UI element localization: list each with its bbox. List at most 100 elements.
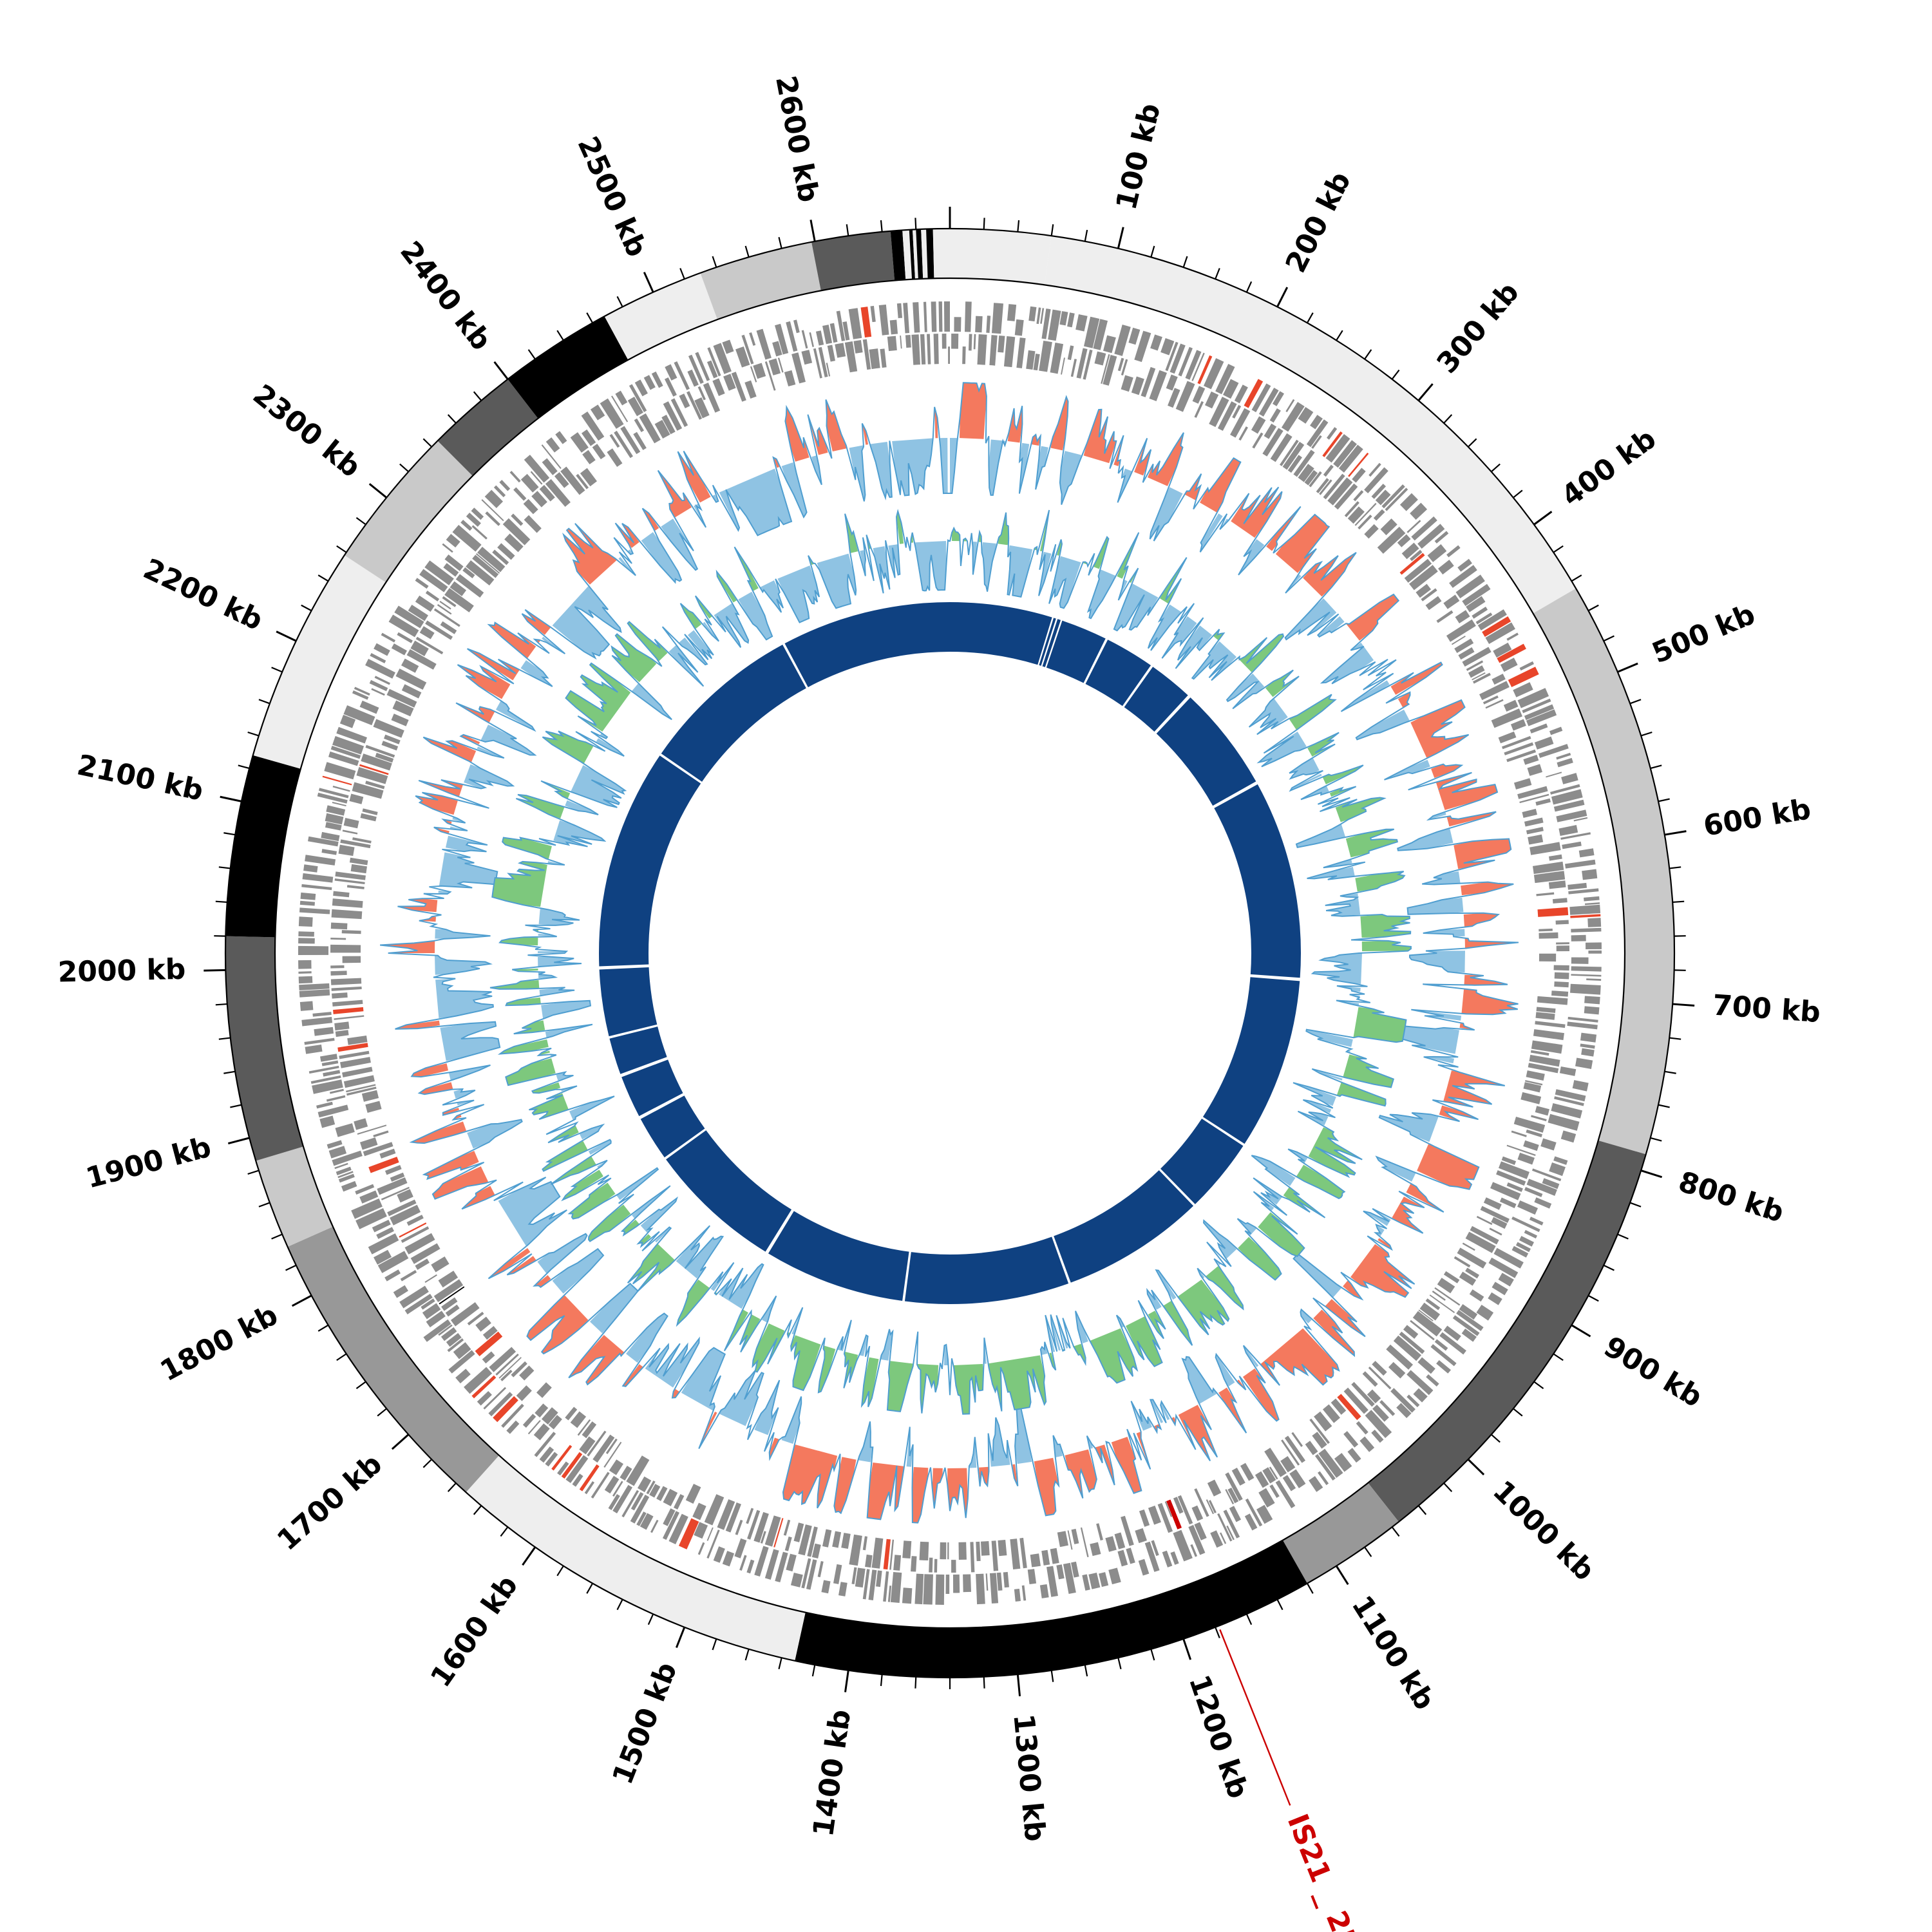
ruler-segment [811, 231, 895, 291]
cds-feature [365, 1101, 382, 1113]
cds-feature [1040, 308, 1045, 324]
cds-feature [935, 1574, 945, 1605]
histogram-positive [1218, 1387, 1247, 1434]
cds-feature [534, 1432, 556, 1457]
histogram-negative [580, 1124, 603, 1140]
cds-feature [1390, 1388, 1416, 1413]
axis-major-tick [204, 969, 226, 972]
cds-feature [1559, 1066, 1577, 1076]
cds-feature [497, 543, 515, 560]
cds-feature [341, 930, 361, 934]
cds-feature [1528, 834, 1544, 845]
backbone-block [1054, 1170, 1194, 1283]
cds-feature [332, 1150, 363, 1166]
cds-feature [1477, 609, 1507, 630]
histogram-negative [687, 630, 714, 660]
histogram-positive [412, 1063, 449, 1077]
cds-feature [471, 507, 484, 520]
axis-minor-tick [556, 1565, 564, 1577]
cds-feature [333, 891, 350, 898]
cds-feature [406, 1215, 424, 1226]
cds-feature [750, 366, 757, 383]
cds-feature [609, 1459, 623, 1475]
backbone-block [661, 644, 806, 782]
cds-feature [1535, 798, 1551, 806]
histogram-positive [419, 779, 463, 797]
axis-minor-tick [230, 1104, 242, 1108]
cds-feature [965, 301, 972, 332]
cds-feature [561, 1452, 583, 1479]
cds-feature [433, 1279, 464, 1303]
axis-minor-tick [422, 438, 432, 448]
cds-feature [1454, 638, 1474, 653]
axis-major-tick [810, 220, 816, 242]
cds-feature [1225, 1472, 1243, 1501]
cds-feature [393, 1285, 408, 1298]
axis-minor-tick [712, 256, 717, 268]
cds-feature [948, 346, 950, 364]
histogram-negative [870, 441, 892, 498]
histogram-positive [395, 1020, 440, 1029]
cds-feature [342, 1066, 373, 1077]
cds-feature [1264, 423, 1277, 439]
cds-feature [1588, 950, 1602, 954]
cds-feature [1476, 1216, 1493, 1226]
cds-feature [1134, 330, 1151, 363]
cds-feature [410, 1243, 440, 1264]
cds-feature [860, 307, 872, 338]
cds-feature [851, 1567, 857, 1585]
cds-feature [317, 1104, 349, 1118]
axis-tick-label: 2500 kb [571, 132, 654, 262]
cds-feature [361, 753, 392, 771]
cds-feature [1148, 1505, 1161, 1525]
cds-feature [713, 343, 732, 374]
cds-feature [365, 659, 395, 679]
histogram-positive [1260, 1328, 1340, 1386]
cds-feature [694, 397, 710, 419]
cds-feature [1114, 325, 1131, 356]
axis-ticks [204, 207, 1695, 1697]
backbone-block [1046, 620, 1106, 683]
cds-feature [630, 1495, 650, 1524]
cds-feature [1388, 1361, 1406, 1379]
cds-feature [1469, 1289, 1484, 1302]
cds-feature [630, 1492, 644, 1511]
cds-feature [1338, 444, 1363, 473]
axis-tick-label: 2100 kb [74, 748, 206, 807]
cds-feature [1269, 1466, 1278, 1480]
histogram-positive [1095, 1444, 1115, 1486]
cds-feature [370, 653, 386, 664]
cds-feature [695, 352, 710, 381]
histogram-positive [916, 1363, 938, 1414]
cds-feature [1255, 1471, 1269, 1488]
histogram-negative [498, 1177, 567, 1246]
cds-feature [793, 1522, 804, 1542]
ruler-segment [890, 230, 906, 281]
ruler-segment [926, 229, 934, 279]
cds-feature [663, 401, 683, 431]
cds-feature [862, 1536, 867, 1551]
cds-feature [1157, 1502, 1173, 1533]
cds-feature [1492, 1282, 1508, 1296]
cds-feature [612, 1481, 623, 1497]
cds-feature [384, 1165, 402, 1175]
ruler-segment [1368, 1140, 1646, 1522]
cds-feature [1553, 1156, 1568, 1165]
cds-feature [439, 600, 451, 610]
cds-feature [1026, 350, 1036, 370]
cds-feature [862, 1569, 870, 1600]
cds-feature [1262, 428, 1283, 457]
cds-feature [1164, 1501, 1173, 1517]
axis-minor-tick [1391, 369, 1400, 380]
cds-feature [581, 411, 605, 441]
cds-feature [441, 1297, 458, 1311]
backbone-block [784, 602, 950, 688]
cds-feature [775, 323, 789, 355]
cds-feature [1557, 757, 1573, 768]
cds-feature [545, 437, 560, 453]
histogram-positive [529, 1093, 569, 1120]
axis-minor-tick [1490, 1434, 1501, 1443]
cds-feature [1496, 1170, 1526, 1186]
histogram-positive [808, 555, 815, 565]
